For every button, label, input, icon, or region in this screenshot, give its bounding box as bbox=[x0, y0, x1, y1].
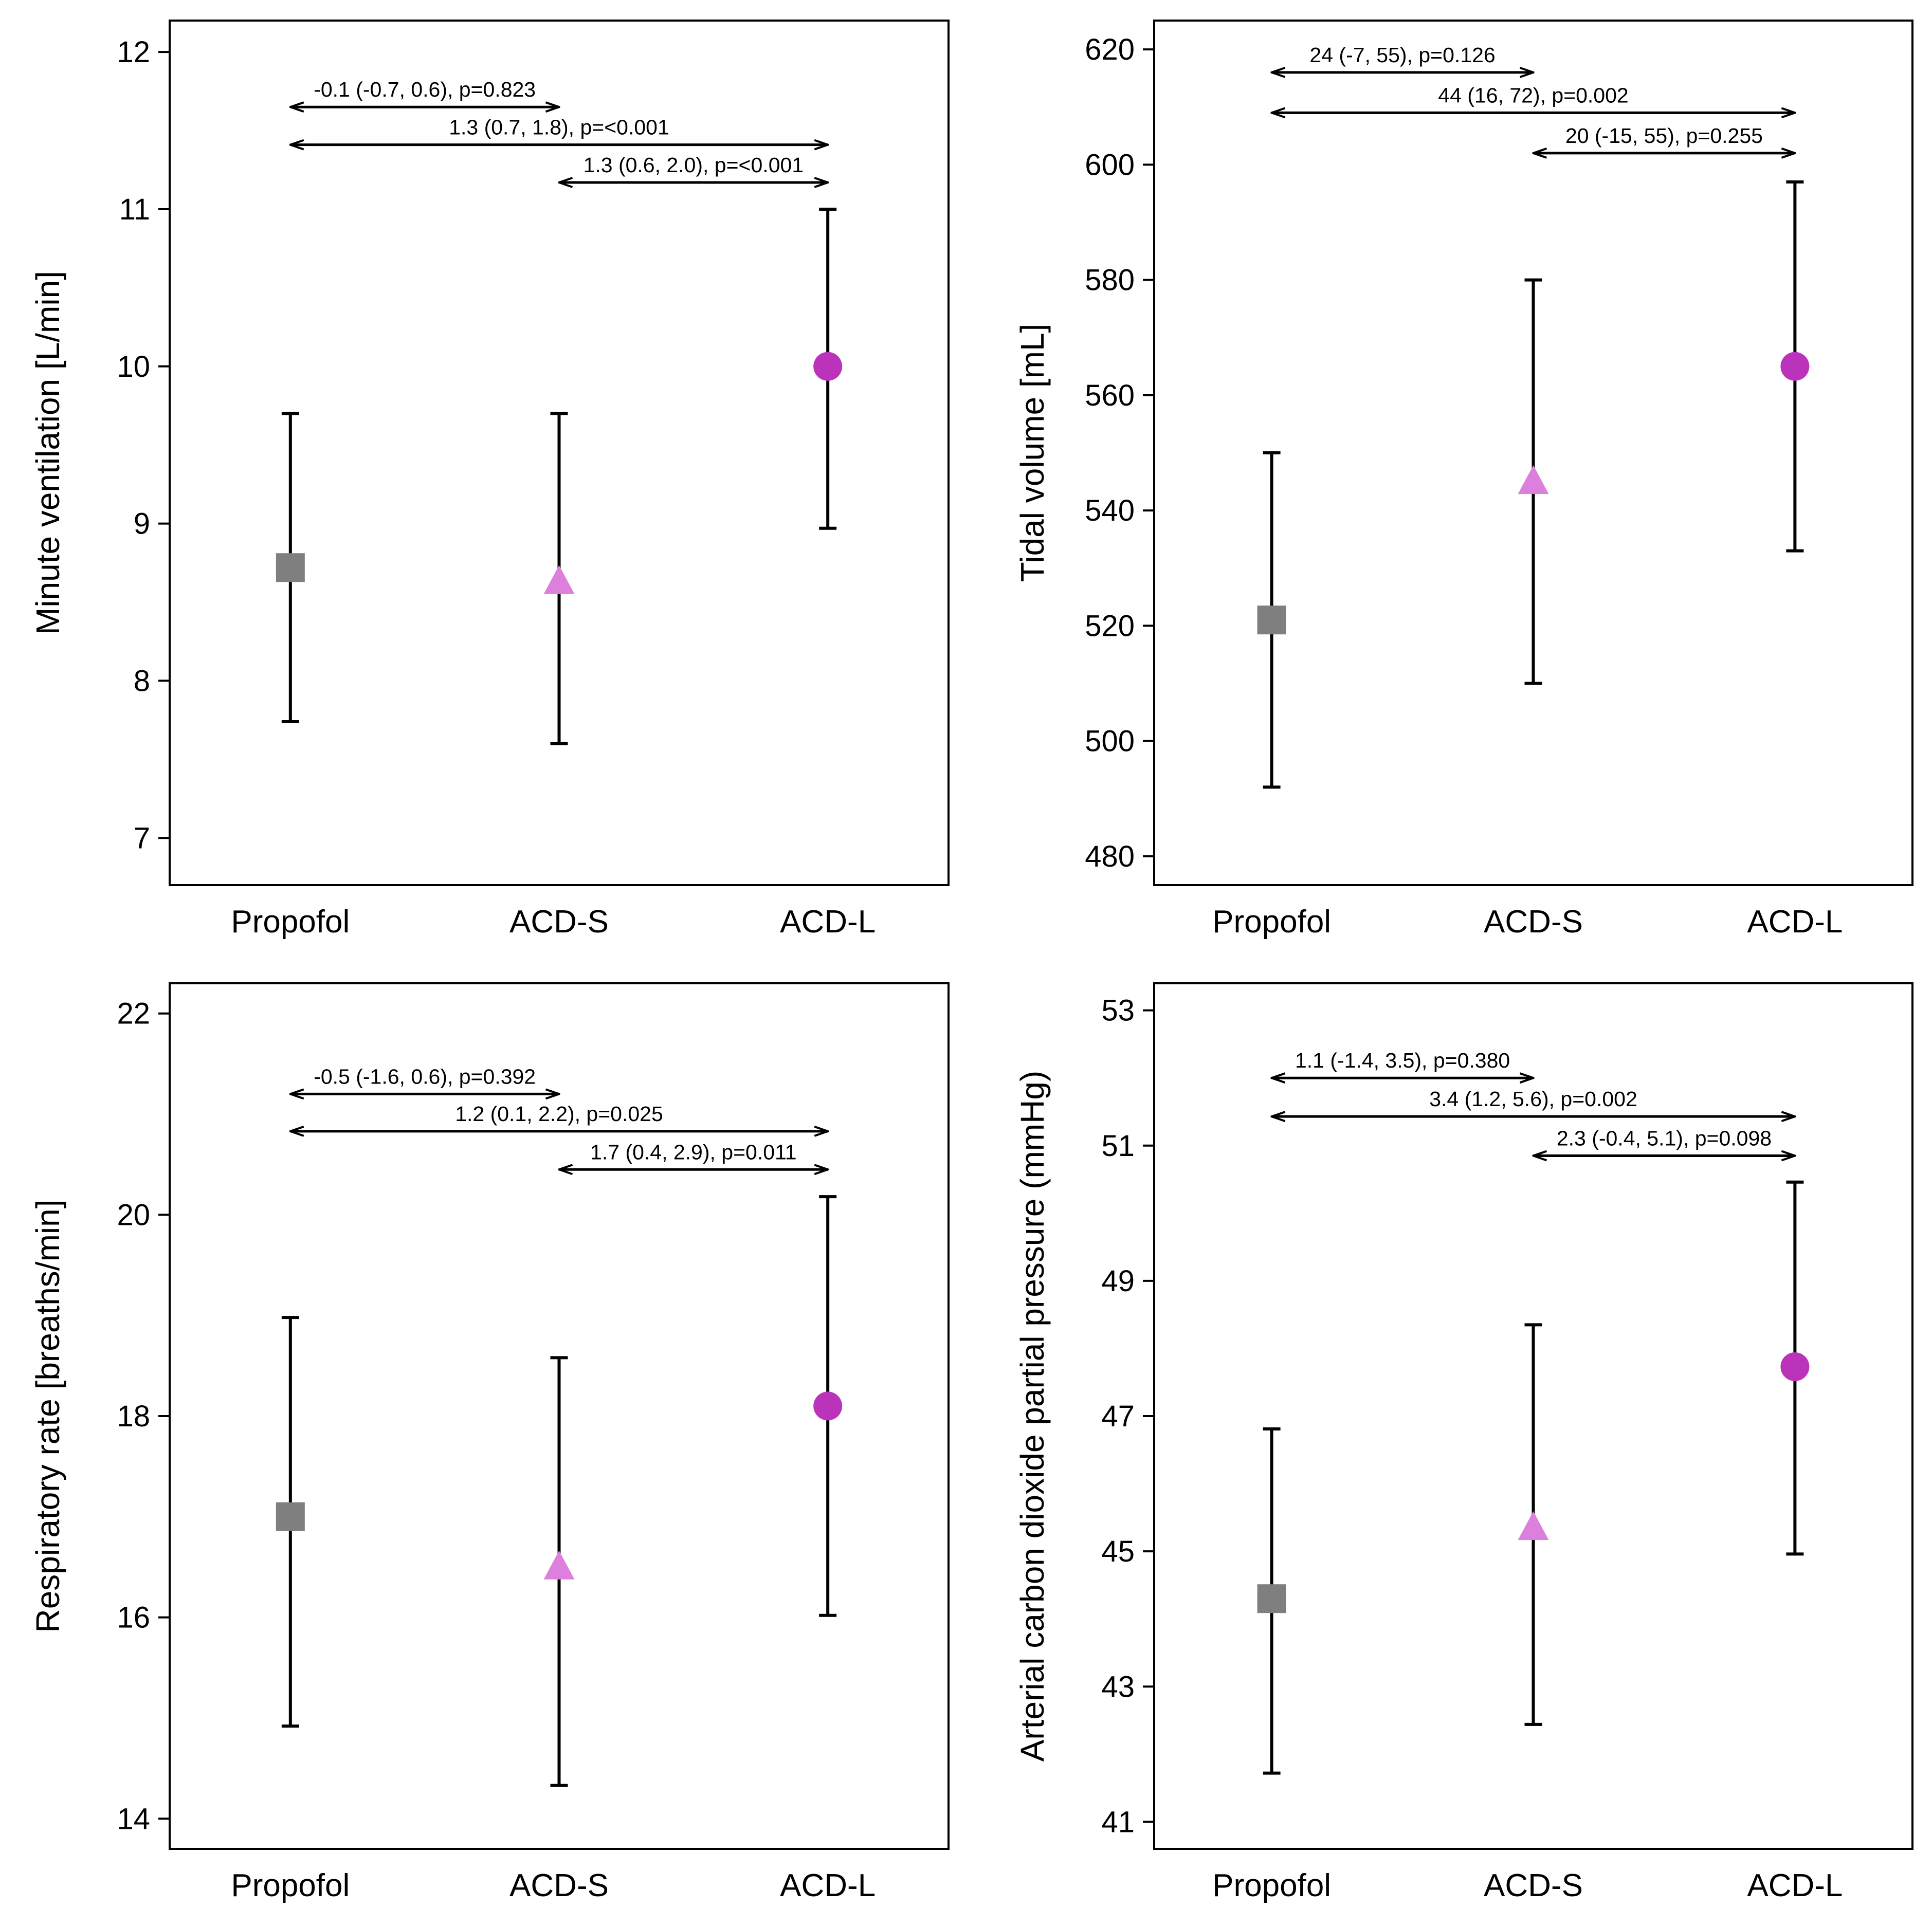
x-tick-label: ACD-L bbox=[780, 904, 876, 940]
y-tick-label: 16 bbox=[117, 1601, 150, 1635]
comparison-label: -0.1 (-0.7, 0.6), p=0.823 bbox=[314, 78, 536, 101]
comparison-label: 24 (-7, 55), p=0.126 bbox=[1309, 43, 1495, 67]
point-marker-acd-s bbox=[1518, 1511, 1549, 1540]
y-tick-label: 51 bbox=[1101, 1129, 1135, 1163]
y-tick-label: 22 bbox=[117, 997, 150, 1031]
x-tick-label: ACD-S bbox=[1484, 904, 1583, 940]
point-marker-propofol bbox=[276, 553, 305, 582]
chart-panel-bottom-left: 14 16 18 20 22 Propofol ACD-S ACD-L Respiratory … bbox=[29, 982, 950, 1903]
y-tick-label: 43 bbox=[1101, 1670, 1135, 1703]
y-tick-label: 8 bbox=[134, 664, 150, 698]
point-marker-acd-l bbox=[1780, 1352, 1810, 1381]
y-axis-title: Respiratory rate [breaths/min] bbox=[29, 1200, 66, 1633]
x-tick-label: ACD-L bbox=[780, 1868, 876, 1903]
x-tick-label: ACD-S bbox=[509, 904, 609, 940]
comparison-label: 1.2 (0.1, 2.2), p=0.025 bbox=[455, 1102, 663, 1126]
point-marker-propofol bbox=[1257, 1584, 1286, 1613]
y-tick-label: 47 bbox=[1101, 1400, 1135, 1433]
point-marker-acd-l bbox=[813, 1391, 843, 1421]
comparison-label: 3.4 (1.2, 5.6), p=0.002 bbox=[1429, 1087, 1637, 1111]
y-tick-label: 520 bbox=[1085, 609, 1135, 643]
y-tick-label: 500 bbox=[1085, 725, 1135, 758]
y-tick-label: 7 bbox=[134, 821, 150, 855]
y-tick-label: 20 bbox=[117, 1198, 150, 1232]
y-tick-label: 540 bbox=[1085, 494, 1135, 527]
y-tick-label: 9 bbox=[134, 507, 150, 541]
y-tick-label: 580 bbox=[1085, 264, 1135, 297]
comparison-label: 1.7 (0.4, 2.9), p=0.011 bbox=[590, 1140, 797, 1164]
y-axis-title: Tidal volume [mL] bbox=[1014, 324, 1051, 582]
chart-panel-top-left: 7 8 9 10 11 12 Propofol ACD-S ACD-L Minute ventil… bbox=[29, 20, 950, 940]
chart-panel-top-right: 480 500 520 540 560 580 600 620 Propofol ACD-S ACD… bbox=[1014, 20, 1913, 940]
x-tick-label: Propofol bbox=[231, 1868, 350, 1903]
comparison-label: 2.3 (-0.4, 5.1), p=0.098 bbox=[1557, 1126, 1772, 1150]
y-tick-label: 49 bbox=[1101, 1264, 1135, 1298]
y-tick-label: 45 bbox=[1101, 1535, 1135, 1568]
x-tick-label: Propofol bbox=[1212, 904, 1331, 940]
comparison-label: -0.5 (-1.6, 0.6), p=0.392 bbox=[314, 1065, 536, 1088]
point-marker-acd-s bbox=[543, 565, 575, 594]
x-tick-label: Propofol bbox=[231, 904, 350, 940]
y-tick-label: 11 bbox=[119, 193, 150, 226]
y-tick-label: 14 bbox=[117, 1802, 150, 1836]
point-marker-acd-s bbox=[1518, 465, 1549, 494]
y-tick-label: 41 bbox=[1101, 1805, 1135, 1839]
chart-panel-bottom-right: 41 43 45 47 49 51 53 Propofol ACD-S ACD-L Arterial… bbox=[1014, 982, 1913, 1903]
y-tick-label: 620 bbox=[1085, 33, 1135, 66]
comparison-label: 20 (-15, 55), p=0.255 bbox=[1565, 124, 1763, 148]
x-tick-label: ACD-L bbox=[1747, 904, 1843, 940]
point-marker-propofol bbox=[276, 1502, 305, 1531]
y-tick-label: 10 bbox=[117, 350, 150, 383]
point-marker-acd-s bbox=[543, 1550, 575, 1580]
comparison-label: 1.1 (-1.4, 3.5), p=0.380 bbox=[1295, 1049, 1510, 1072]
plot-frame bbox=[169, 20, 950, 886]
point-marker-propofol bbox=[1257, 605, 1286, 635]
comparison-label: 44 (16, 72), p=0.002 bbox=[1438, 83, 1628, 107]
x-tick-label: ACD-S bbox=[1484, 1868, 1583, 1903]
y-axis-title: Minute ventilation [L/min] bbox=[29, 271, 66, 635]
y-tick-label: 480 bbox=[1085, 840, 1135, 873]
y-tick-label: 12 bbox=[117, 35, 150, 69]
y-axis-title: Arterial carbon dioxide partial pressure… bbox=[1014, 1071, 1051, 1762]
x-tick-label: ACD-S bbox=[509, 1868, 609, 1903]
point-marker-acd-l bbox=[813, 352, 843, 381]
plot-frame bbox=[1153, 20, 1913, 886]
y-tick-label: 560 bbox=[1085, 379, 1135, 412]
y-tick-label: 53 bbox=[1101, 994, 1135, 1027]
y-tick-label: 18 bbox=[117, 1400, 150, 1433]
x-tick-label: ACD-L bbox=[1747, 1868, 1843, 1903]
y-tick-label: 600 bbox=[1085, 148, 1135, 181]
comparison-label: 1.3 (0.7, 1.8), p=<0.001 bbox=[449, 116, 669, 139]
x-tick-label: Propofol bbox=[1212, 1868, 1331, 1903]
comparison-label: 1.3 (0.6, 2.0), p=<0.001 bbox=[584, 153, 804, 177]
point-marker-acd-l bbox=[1780, 352, 1810, 381]
